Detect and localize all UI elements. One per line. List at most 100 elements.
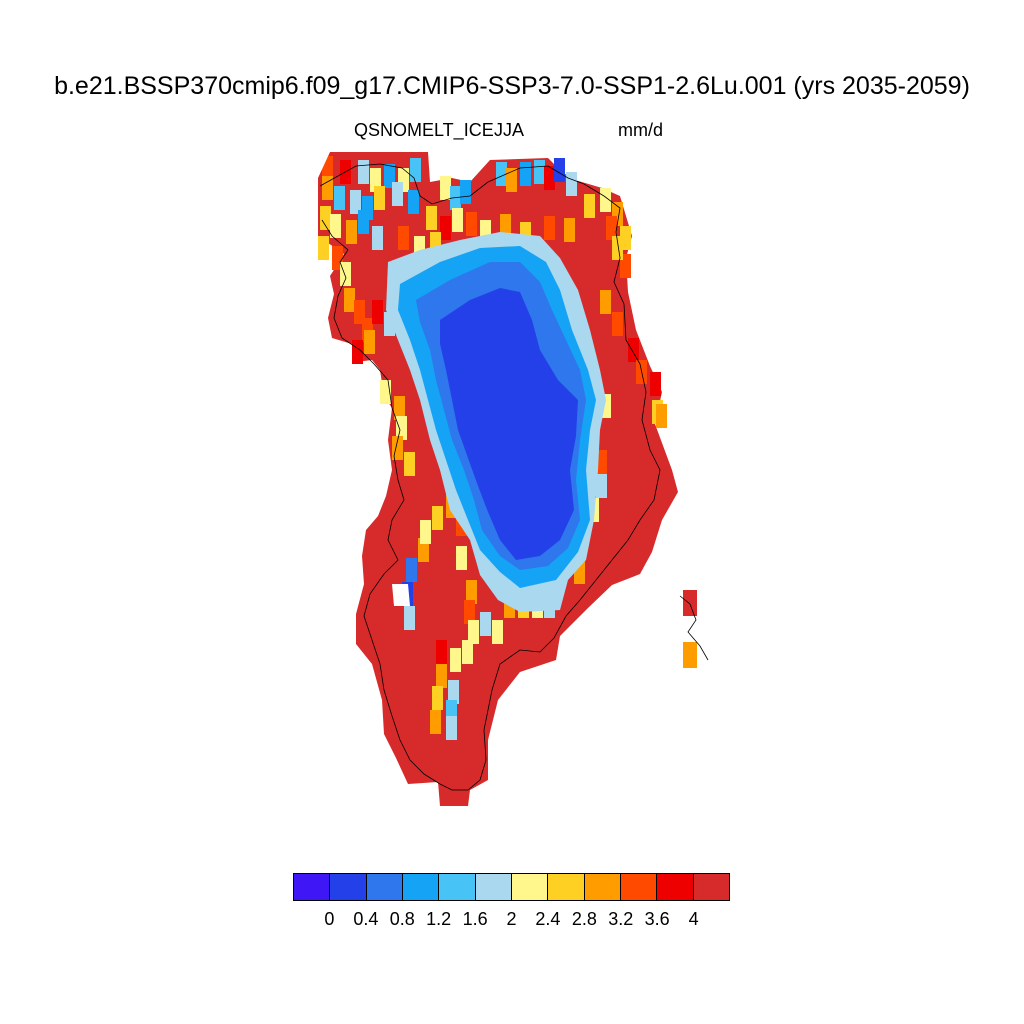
- grid-cell: [464, 600, 475, 624]
- grid-cell: [606, 216, 617, 240]
- colorbar-label: 1.6: [462, 909, 488, 929]
- colorbar-swatch: [402, 874, 440, 900]
- grid-cell: [430, 232, 441, 256]
- coastline: [319, 163, 661, 791]
- grid-cell: [566, 172, 577, 196]
- grid-cell: [372, 226, 383, 250]
- colorbar-swatch: [548, 874, 585, 900]
- grid-cell: [396, 416, 407, 440]
- variable-label: QSNOMELT_ICE: [354, 120, 494, 140]
- grid-cell: [544, 166, 555, 190]
- grid-cell: [408, 190, 419, 214]
- grid-cell: [410, 158, 421, 182]
- colorbar-swatch: [584, 874, 621, 900]
- grid-cell: [432, 686, 443, 710]
- grid-cell: [440, 176, 451, 200]
- grid-cell: [452, 208, 463, 232]
- grid-cell: [496, 162, 507, 186]
- colorbar-swatch: [439, 874, 476, 900]
- grid-cell: [362, 196, 373, 220]
- grid-cell: [520, 222, 531, 246]
- colorbar-label: 0.8: [389, 909, 415, 929]
- grid-cell: [596, 474, 607, 498]
- grid-cell: [544, 216, 555, 240]
- grid-cell: [440, 216, 451, 240]
- colorbar-label: 3.6: [644, 909, 670, 929]
- grid-cell: [426, 206, 437, 230]
- grid-cell: [332, 246, 343, 270]
- colorbar-label: 2: [506, 909, 517, 929]
- plot-title: b.e21.BSSP370cmip6.f09_g17.CMIP6-SSP3-7.…: [54, 72, 970, 100]
- grid-cell: [404, 606, 415, 630]
- colorbar-swatch: [693, 874, 729, 900]
- grid-cell: [398, 168, 409, 192]
- grid-cell: [656, 404, 667, 428]
- grid-cell: [392, 436, 403, 460]
- grid-cell: [628, 338, 639, 362]
- margin-cells: [318, 156, 667, 740]
- grid-cell: [600, 188, 611, 212]
- grid-cell: [334, 186, 345, 210]
- grid-cell: [372, 300, 383, 324]
- grid-cell: [384, 164, 395, 188]
- grid-cell: [322, 156, 333, 180]
- grid-cell: [584, 194, 595, 218]
- grid-cell: [534, 160, 545, 184]
- grid-cell: [346, 220, 357, 244]
- ice-core: [440, 288, 578, 560]
- grid-cell: [394, 396, 405, 420]
- grid-cell: [446, 700, 457, 724]
- grid-cell: [436, 664, 447, 688]
- east-island: [679, 590, 709, 668]
- grid-cell: [448, 680, 459, 704]
- grid-cell: [414, 236, 425, 260]
- grid-cell: [600, 290, 611, 314]
- grid-cell: [650, 372, 661, 396]
- grid-cell: [554, 158, 565, 182]
- colorbar-label: 2.4: [535, 909, 561, 929]
- grid-cell: [432, 506, 443, 530]
- grid-cell: [380, 380, 391, 404]
- grid-cell: [352, 340, 363, 364]
- colorbar: [293, 873, 730, 901]
- grid-cell: [612, 236, 623, 260]
- units-label: mm/d: [618, 120, 663, 140]
- west-inlet-gap: [392, 584, 410, 606]
- grid-cell: [404, 452, 415, 476]
- grid-cell: [500, 214, 511, 238]
- grid-cell: [506, 168, 517, 192]
- grid-cell: [420, 520, 431, 544]
- grid-cell: [480, 220, 491, 244]
- grid-cell: [468, 620, 479, 644]
- season-label: JJA: [494, 120, 525, 140]
- grid-cell: [384, 312, 395, 336]
- grid-cell: [392, 182, 403, 206]
- grid-cell: [462, 640, 473, 664]
- grid-cell: [460, 180, 471, 204]
- grid-cell: [320, 206, 331, 230]
- grid-cell: [456, 546, 467, 570]
- colorbar-label: 3.2: [608, 909, 634, 929]
- grid-cell: [612, 202, 623, 226]
- grid-cell: [466, 212, 477, 236]
- grid-cell: [436, 640, 447, 664]
- grid-cell: [620, 226, 631, 250]
- grid-cell: [520, 162, 531, 186]
- grid-cell: [358, 210, 369, 234]
- grid-cell: [364, 330, 375, 354]
- grid-cell: [370, 168, 381, 192]
- northwest-gap: [318, 152, 330, 178]
- grid-cell: [418, 538, 429, 562]
- colorbar-label: 0.4: [353, 909, 379, 929]
- grid-cell: [450, 648, 461, 672]
- grid-cell: [596, 450, 607, 474]
- colorbar-swatch: [511, 874, 549, 900]
- colorbar-swatch: [657, 874, 694, 900]
- grid-cell: [330, 214, 341, 238]
- grid-cell: [446, 716, 457, 740]
- grid-cell: [574, 560, 585, 584]
- grid-cell: [398, 226, 409, 250]
- grid-cell: [322, 176, 333, 200]
- colorbar-swatch: [620, 874, 658, 900]
- grid-cell: [406, 558, 417, 582]
